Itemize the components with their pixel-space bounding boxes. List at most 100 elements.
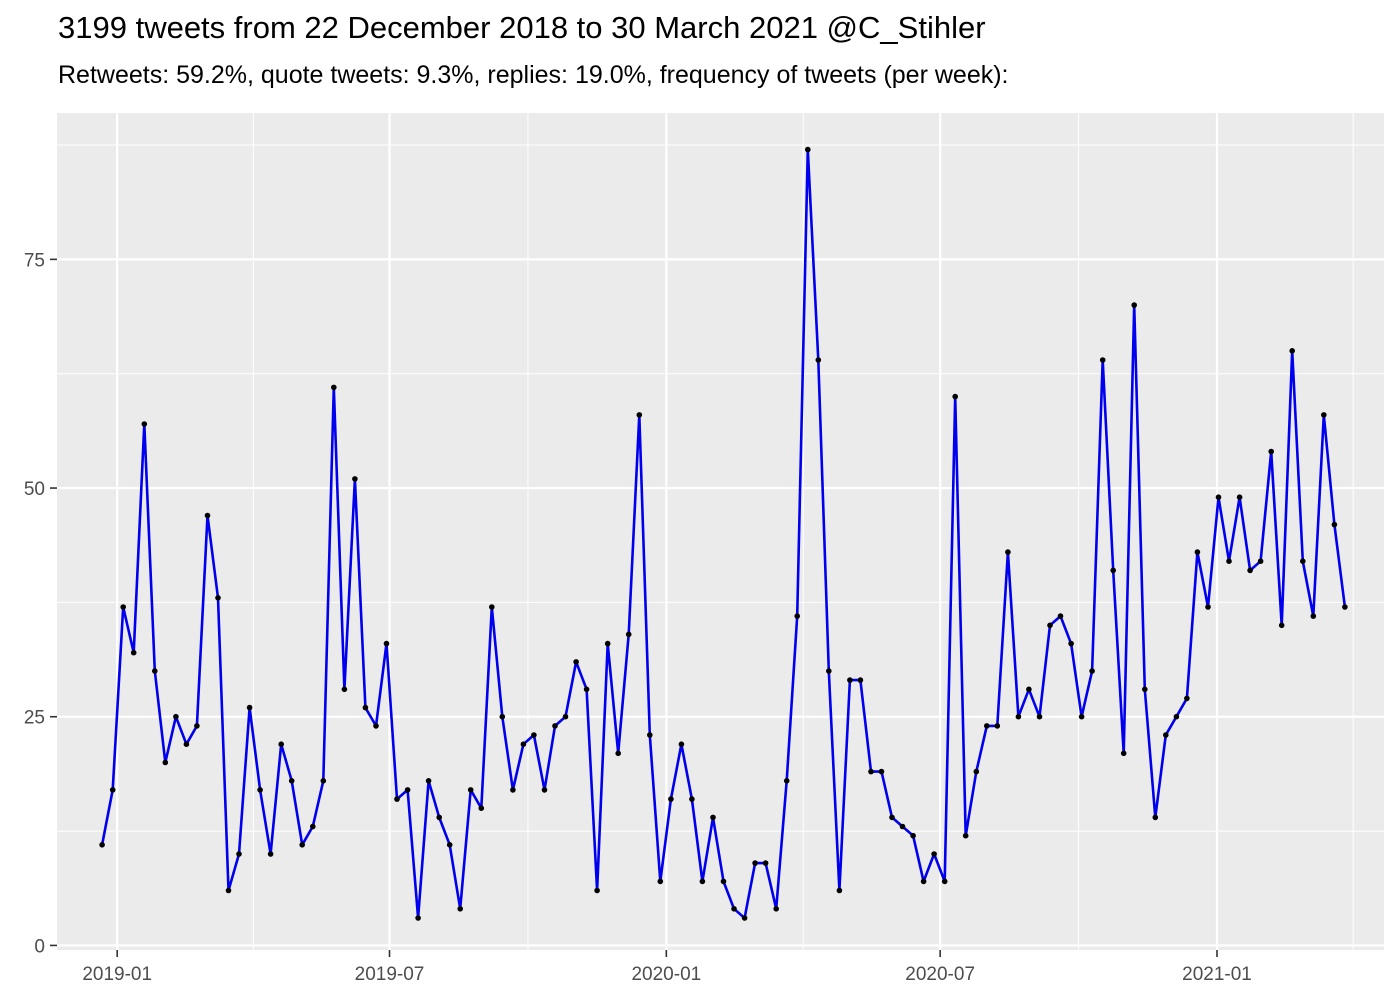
- data-point: [173, 713, 179, 720]
- data-point: [99, 842, 105, 848]
- data-point: [1289, 348, 1295, 354]
- data-point: [152, 668, 158, 674]
- x-tick-label: 2019-07: [355, 964, 425, 985]
- data-point: [773, 906, 779, 912]
- data-point: [257, 787, 263, 793]
- data-point: [878, 768, 885, 775]
- data-point: [489, 604, 495, 610]
- x-tick-label: 2019-01: [82, 964, 152, 985]
- data-point: [215, 595, 221, 601]
- data-point: [1247, 567, 1253, 574]
- data-point: [499, 713, 506, 720]
- data-point: [857, 677, 864, 683]
- data-point: [805, 146, 811, 153]
- data-point: [520, 741, 527, 747]
- minor-gridlines: [57, 113, 1384, 950]
- data-point: [1099, 357, 1106, 363]
- data-point: [109, 787, 116, 793]
- data-point: [752, 860, 758, 866]
- data-point: [973, 768, 980, 775]
- data-point: [541, 787, 548, 793]
- data-point: [962, 832, 969, 839]
- data-point: [573, 659, 579, 665]
- data-point: [604, 640, 611, 647]
- data-point: [815, 357, 822, 363]
- data-point: [1331, 521, 1338, 528]
- data-point: [425, 778, 432, 784]
- data-point: [457, 906, 464, 912]
- data-point: [246, 704, 253, 711]
- data-point: [731, 906, 737, 912]
- data-point: [478, 805, 485, 811]
- data-point: [310, 823, 316, 830]
- data-point: [320, 778, 327, 784]
- data-point: [931, 851, 937, 857]
- data-point: [1215, 494, 1222, 501]
- data-point: [984, 723, 990, 729]
- data-point: [794, 613, 800, 619]
- data-point: [1278, 622, 1285, 629]
- data-point: [583, 686, 590, 693]
- data-point: [352, 476, 358, 482]
- chart-title: 3199 tweets from 22 December 2018 to 30 …: [58, 10, 986, 45]
- data-point: [194, 723, 200, 729]
- data-point: [710, 814, 716, 821]
- data-point: [288, 778, 295, 784]
- data-point: [1257, 558, 1264, 564]
- data-point: [267, 851, 274, 857]
- data-point: [720, 878, 727, 885]
- data-point: [1015, 713, 1022, 720]
- data-point: [889, 814, 895, 821]
- data-point: [762, 860, 769, 866]
- data-point: [1005, 549, 1011, 555]
- data-point: [383, 640, 390, 647]
- data-point: [404, 787, 411, 793]
- data-point: [278, 741, 285, 747]
- data-point: [562, 713, 569, 720]
- x-tick-label: 2021-01: [1182, 964, 1252, 985]
- data-point: [689, 796, 695, 802]
- y-tick-label: 25: [24, 708, 45, 729]
- y-tick-label: 0: [34, 936, 45, 957]
- x-tick-label: 2020-01: [631, 964, 701, 985]
- data-point: [1089, 668, 1095, 674]
- data-point: [994, 723, 1001, 729]
- data-point: [1226, 558, 1232, 564]
- data-point: [467, 787, 474, 793]
- data-point: [1310, 613, 1317, 619]
- data-point: [836, 887, 843, 894]
- data-point: [868, 768, 874, 775]
- data-point: [1194, 549, 1201, 555]
- data-point: [1026, 686, 1032, 693]
- data-point: [1184, 695, 1190, 702]
- data-point: [952, 393, 958, 400]
- data-point: [1268, 448, 1274, 455]
- data-point: [699, 878, 706, 885]
- data-point: [1152, 814, 1159, 821]
- data-point: [436, 814, 443, 821]
- data-point: [668, 796, 674, 802]
- data-point: [1068, 640, 1074, 647]
- data-point: [1036, 713, 1043, 720]
- data-point: [615, 750, 621, 757]
- data-point: [373, 723, 379, 729]
- data-point: [741, 915, 748, 921]
- y-tick-label: 75: [24, 250, 45, 271]
- data-point: [331, 384, 337, 391]
- y-tick-label: 50: [24, 479, 45, 500]
- data-point: [1120, 750, 1127, 757]
- data-point: [657, 878, 664, 885]
- data-point: [1300, 558, 1306, 564]
- data-point: [636, 412, 643, 418]
- data-point: [941, 878, 948, 885]
- data-point: [341, 686, 348, 693]
- data-point: [783, 778, 790, 784]
- chart-subtitle: Retweets: 59.2%, quote tweets: 9.3%, rep…: [58, 61, 1009, 89]
- data-point: [415, 915, 421, 921]
- data-point: [1078, 713, 1085, 720]
- data-point: [362, 704, 369, 711]
- major-gridlines: [57, 113, 1384, 950]
- data-point: [141, 421, 148, 427]
- data-point: [594, 887, 600, 894]
